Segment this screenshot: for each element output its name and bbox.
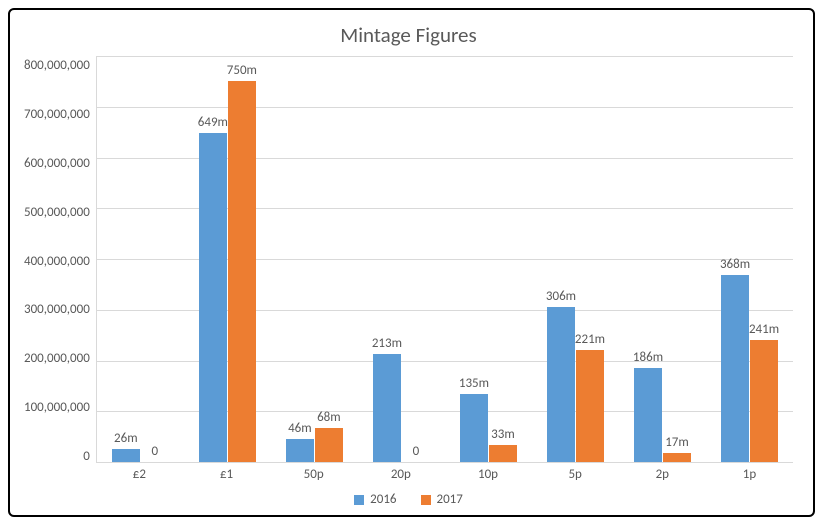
bar: 46m [286, 439, 314, 462]
bar-pair: 46m68m [286, 56, 343, 462]
legend-swatch-2016 [354, 495, 364, 505]
x-tick-label: 1p [706, 463, 793, 482]
plot-row: 800,000,000 700,000,000 600,000,000 500,000… [24, 56, 793, 482]
x-tick-label: 50p [270, 463, 357, 482]
bar: 221m [576, 350, 604, 462]
legend-swatch-2017 [421, 495, 431, 505]
bar-group: 368m241m [706, 56, 793, 462]
bar-pair: 649m750m [199, 56, 256, 462]
bar-group: 46m68m [271, 56, 358, 462]
x-tick-label: £1 [183, 463, 270, 482]
bar: 306m [547, 307, 575, 462]
legend-label-2016: 2016 [370, 492, 396, 507]
x-tick-label: 5p [532, 463, 619, 482]
bar-label: 649m [198, 115, 228, 130]
bar-label: 0 [413, 444, 420, 459]
bar: 17m [663, 453, 691, 462]
bar-label: 186m [633, 350, 663, 365]
bar-group: 213m 0 [358, 56, 445, 462]
y-tick-label: 400,000,000 [24, 254, 90, 269]
bar-label: 46m [288, 421, 312, 436]
bar: 241m [750, 340, 778, 462]
legend-item-2017: 2017 [421, 492, 463, 507]
bar-group: 135m33m [445, 56, 532, 462]
x-tick-label: 10p [444, 463, 531, 482]
bar: 750m [228, 81, 256, 462]
bar-label: 241m [749, 322, 779, 337]
bar-label: 33m [491, 427, 515, 442]
bar-group: 306m221m [532, 56, 619, 462]
bar-group: 649m750m [184, 56, 271, 462]
y-tick-label: 500,000,000 [24, 205, 90, 220]
bar-pair: 213m 0 [373, 56, 430, 462]
bar-pair: 26m 0 [112, 56, 169, 462]
y-tick-label: 700,000,000 [24, 107, 90, 122]
y-tick-label: 200,000,000 [24, 351, 90, 366]
y-tick-label: 100,000,000 [24, 400, 90, 415]
bar-label: 213m [372, 336, 402, 351]
y-tick-label: 0 [83, 449, 90, 464]
bar-pair: 186m17m [634, 56, 691, 462]
chart-frame: Mintage Figures 800,000,000 700,000,000 60… [8, 8, 815, 517]
x-axis: £2£150p20p10p5p2p1p [96, 463, 793, 482]
bar-pair: 368m241m [721, 56, 778, 462]
bar: 68m [315, 428, 343, 463]
bar-label: 135m [459, 376, 489, 391]
x-tick-label: £2 [96, 463, 183, 482]
bar-label: 221m [575, 332, 605, 347]
y-tick-label: 800,000,000 [24, 58, 90, 73]
bar: 33m [489, 445, 517, 462]
y-tick-label: 300,000,000 [24, 302, 90, 317]
chart-title: Mintage Figures [24, 22, 793, 48]
bar-label: 750m [227, 63, 257, 78]
bar-groups: 26m0649m750m46m68m213m0135m33m306m221m18… [97, 56, 793, 462]
x-tick-label: 2p [619, 463, 706, 482]
x-tick-label: 20p [357, 463, 444, 482]
y-tick-label: 600,000,000 [24, 156, 90, 171]
bar-group: 186m17m [619, 56, 706, 462]
legend-label-2017: 2017 [437, 492, 463, 507]
bar-label: 68m [317, 410, 341, 425]
bar-label: 17m [665, 435, 689, 450]
bar: 368m [721, 275, 749, 462]
bar-label: 26m [114, 431, 138, 446]
bar: 649m [199, 133, 227, 462]
plot-outer: 26m0649m750m46m68m213m0135m33m306m221m18… [96, 56, 793, 482]
plot-area: 26m0649m750m46m68m213m0135m33m306m221m18… [96, 56, 793, 463]
bar-pair: 306m221m [547, 56, 604, 462]
y-axis: 800,000,000 700,000,000 600,000,000 500,000… [24, 56, 96, 482]
bar: 26m [112, 449, 140, 462]
bar: 135m [460, 394, 488, 463]
legend: 2016 2017 [24, 492, 793, 507]
bar-pair: 135m33m [460, 56, 517, 462]
bar-label: 368m [720, 257, 750, 272]
bar-label: 306m [546, 289, 576, 304]
bar-label: 0 [152, 444, 159, 459]
outer-frame: Mintage Figures 800,000,000 700,000,000 60… [0, 0, 823, 525]
bar: 213m [373, 354, 401, 462]
bar-group: 26m 0 [97, 56, 184, 462]
bar: 186m [634, 368, 662, 462]
legend-item-2016: 2016 [354, 492, 396, 507]
